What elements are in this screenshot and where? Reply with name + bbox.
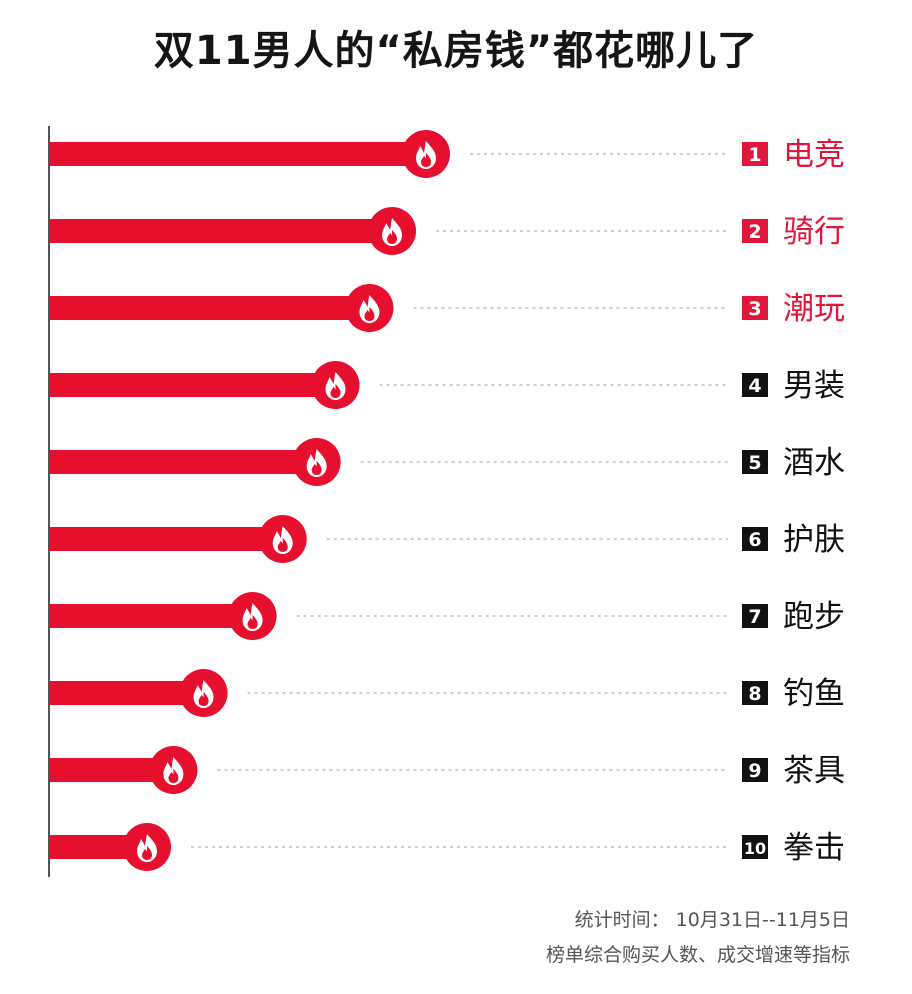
category-label: 钓鱼 [783,676,845,712]
category-label: 电竞 [783,137,845,173]
bar [49,219,393,243]
bar-row: 8 钓鱼 [49,669,845,717]
bar [49,450,317,474]
rank-box [742,450,768,474]
rank-number: 8 [748,683,761,705]
bar [49,604,253,628]
rank-box [742,142,768,166]
rank-box [742,527,768,551]
flame-inner [142,846,153,860]
bar-row: 4 男装 [49,361,845,409]
bar [49,142,426,166]
rank-number: 2 [748,221,761,243]
category-label: 茶具 [783,753,845,789]
flame-icon [345,284,394,332]
bar [49,527,283,551]
bar-row: 10 拳击 [49,823,845,871]
flame-icon [123,823,172,871]
category-label: 拳击 [783,830,845,866]
flame-inner [198,692,209,706]
flame-inner [364,307,375,321]
rank-number: 5 [748,452,761,474]
bar-row: 6 护肤 [49,515,845,563]
rank-box [742,373,768,397]
flame-inner [277,538,288,552]
flame-inner [311,461,322,475]
chart-title: 双11男人的“私房钱”都花哪儿了 [153,28,759,74]
rank-number: 10 [744,839,766,858]
bar-row: 5 酒水 [49,438,845,486]
category-label: 男装 [783,368,845,404]
rank-box [742,758,768,782]
flame-inner [168,769,179,783]
rank-box [742,681,768,705]
rank-number: 7 [748,606,761,628]
rank-number: 6 [748,529,761,551]
footnote-period: 统计时间： 10月31日--11月5日 [574,909,850,931]
bar-row: 2 骑行 [49,207,845,255]
category-label: 骑行 [783,214,845,250]
flame-icon [368,207,417,255]
bar-row: 3 潮玩 [49,284,845,332]
rank-number: 1 [748,144,761,166]
flame-inner [421,153,431,167]
flame-icon [228,592,277,640]
rank-box [742,604,768,628]
flame-icon [179,669,228,717]
rank-number: 9 [748,760,761,782]
bar-row: 9 茶具 [49,746,845,794]
flame-icon [258,515,307,563]
rank-number: 3 [748,298,761,320]
category-label: 潮玩 [783,291,845,327]
flame-inner [387,230,398,244]
flame-icon [311,361,360,409]
category-label: 护肤 [783,522,845,558]
bar-row: 1 电竞 [49,130,845,178]
flame-icon [402,130,450,178]
flame-icon [292,438,341,486]
bar [49,681,204,705]
rank-box [742,296,768,320]
category-label: 跑步 [783,599,845,635]
flame-icon [149,746,198,794]
rank-box [742,219,768,243]
flame-inner [330,384,341,398]
rank-number: 4 [748,375,761,397]
footnote-basis: 榜单综合购买人数、成交增速等指标 [545,944,850,966]
bar [49,373,336,397]
category-label: 酒水 [783,445,845,481]
bar [49,296,370,320]
flame-inner [247,615,258,629]
rank-box [742,835,768,859]
bar-row: 7 跑步 [49,592,845,640]
